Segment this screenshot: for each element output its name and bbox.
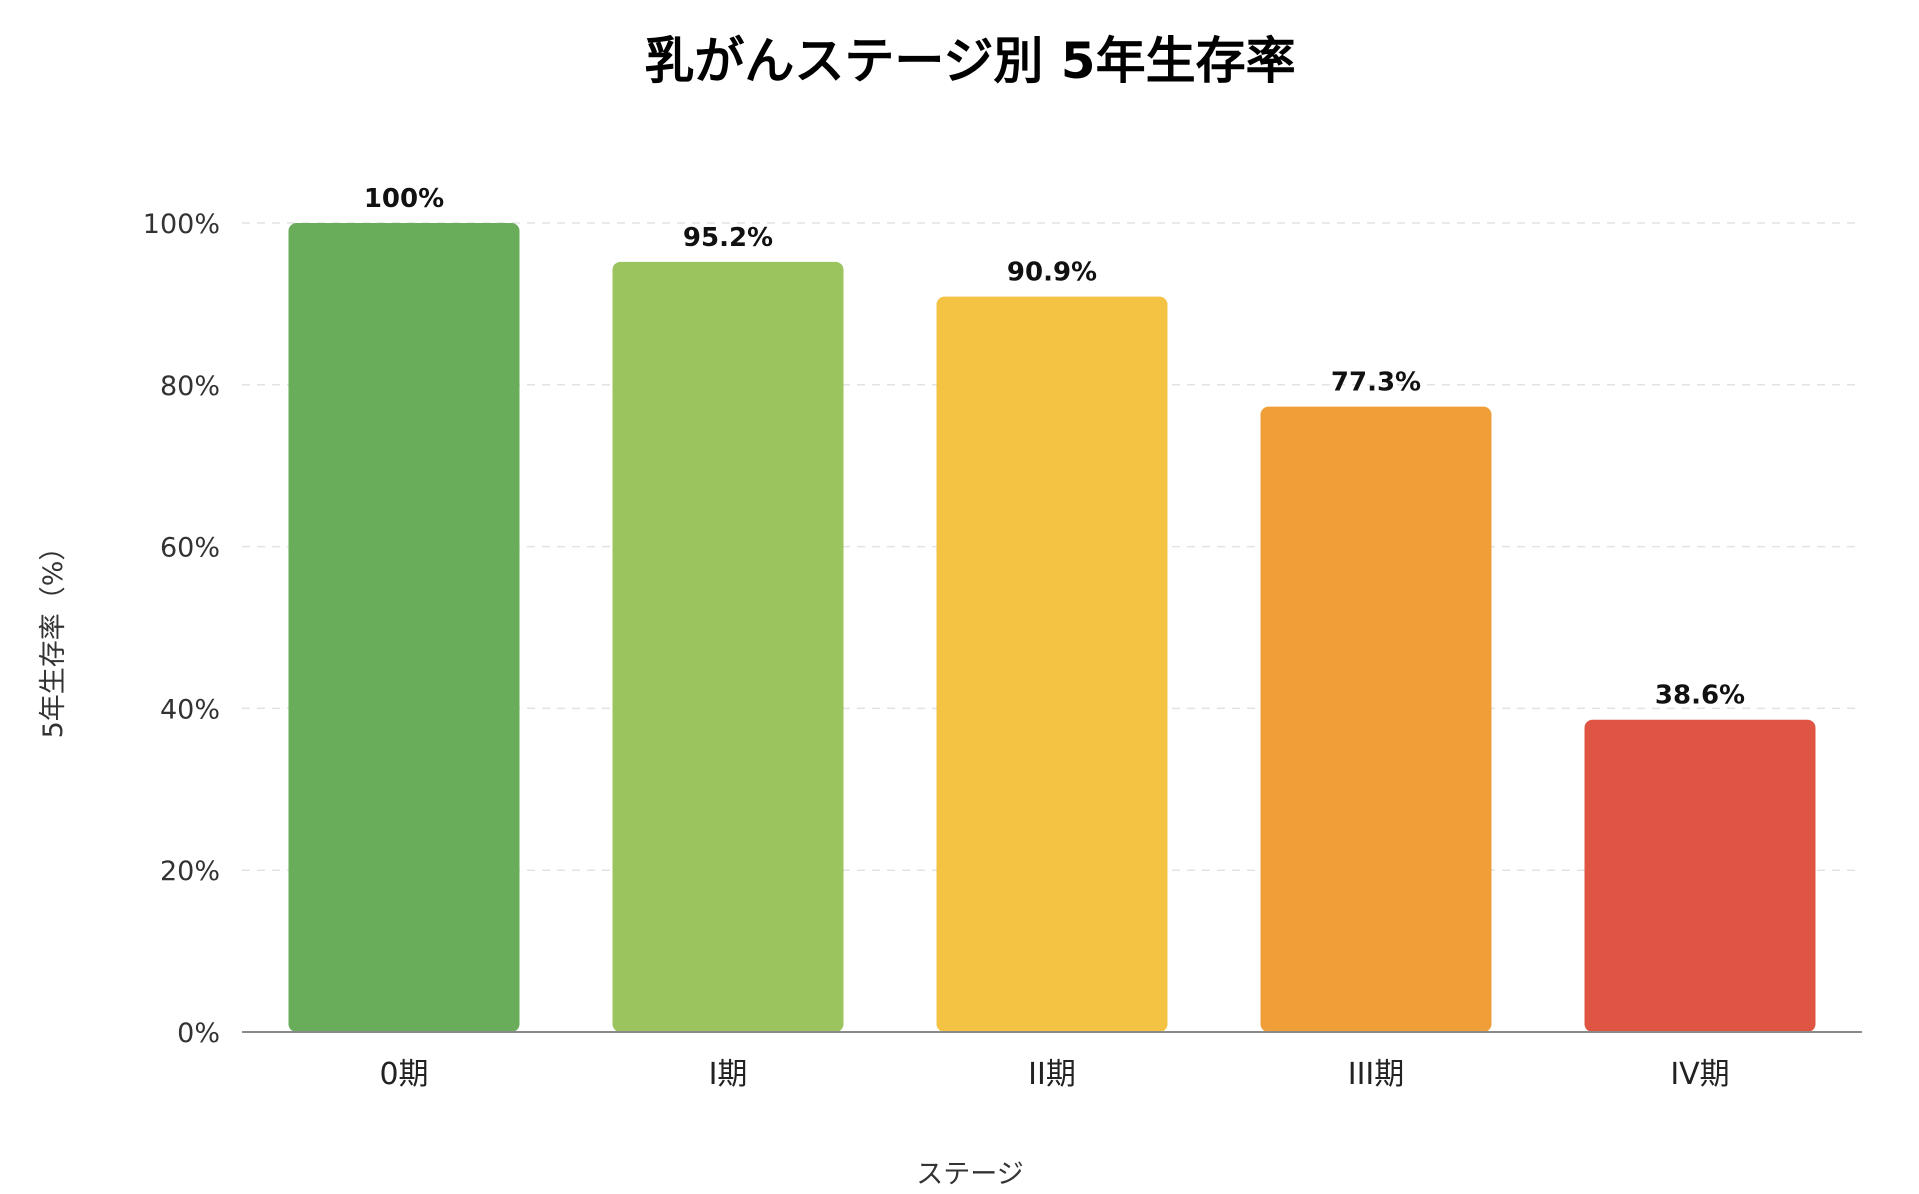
x-axis-categories: 0期 I期 II期 III期 IV期 <box>379 1057 1729 1092</box>
x-category-label: IV期 <box>1670 1057 1729 1092</box>
bar-value-label: 38.6% <box>1655 681 1745 711</box>
x-axis-title: ステージ <box>916 1159 1023 1190</box>
x-category-label: II期 <box>1028 1057 1076 1092</box>
y-tick-label: 20% <box>160 856 220 887</box>
bar-value-label: 100% <box>364 184 444 214</box>
bars <box>288 223 1816 1032</box>
bar-value-label: 77.3% <box>1331 368 1421 398</box>
y-axis-ticks: 0% 20% 40% 60% 80% 100% <box>143 209 220 1049</box>
bar <box>612 261 844 1032</box>
y-tick-label: 100% <box>143 209 220 240</box>
bar <box>1584 719 1816 1032</box>
chart-title: 乳がんステージ別 5年生存率 <box>644 32 1295 90</box>
value-labels: 100% 95.2% 90.9% 77.3% 38.6% <box>364 184 1745 711</box>
x-category-label: I期 <box>709 1057 748 1092</box>
bar-value-label: 95.2% <box>683 223 773 253</box>
y-axis-title: 5年生存率（%） <box>38 534 69 739</box>
bar-value-label: 90.9% <box>1007 258 1097 288</box>
y-tick-label: 0% <box>177 1018 220 1049</box>
y-tick-label: 40% <box>160 694 220 725</box>
x-category-label: III期 <box>1348 1057 1405 1092</box>
bar <box>288 223 520 1032</box>
y-tick-label: 80% <box>160 371 220 402</box>
bar <box>936 296 1168 1032</box>
y-tick-label: 60% <box>160 533 220 564</box>
x-category-label: 0期 <box>379 1057 428 1092</box>
bar <box>1260 406 1492 1032</box>
